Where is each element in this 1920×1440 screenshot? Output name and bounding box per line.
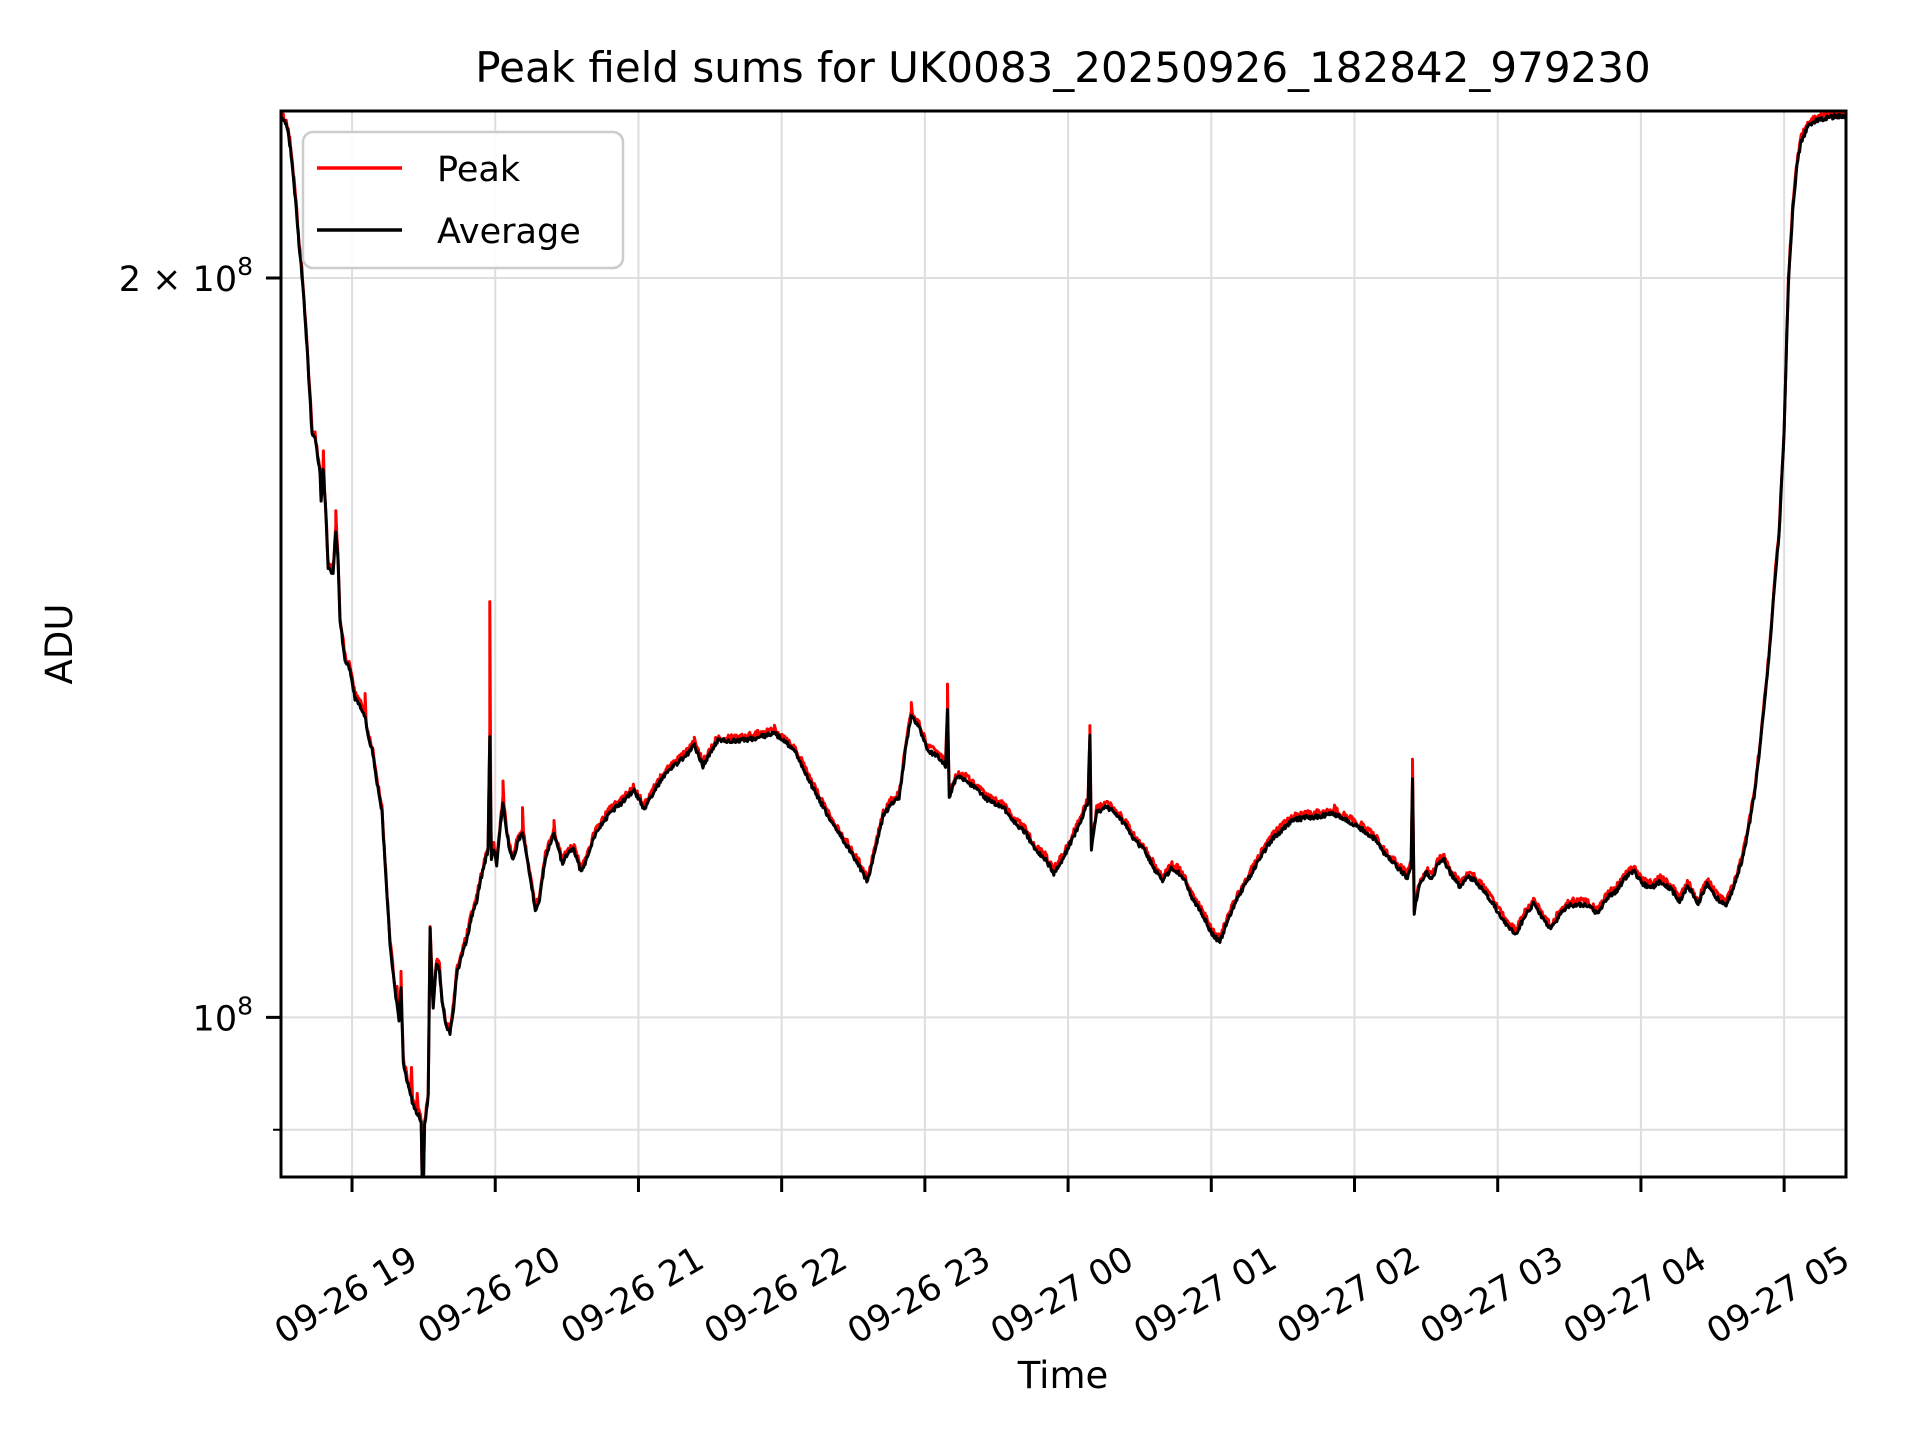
legend-average-label: Average bbox=[437, 212, 581, 252]
y-tick-label: 108 bbox=[193, 991, 253, 1039]
chart-title: Peak field sums for UK0083_20250926_1828… bbox=[475, 43, 1650, 92]
average-series-line bbox=[281, 112, 1846, 1177]
legend: Peak Average bbox=[301, 130, 625, 270]
legend-peak-label: Peak bbox=[437, 150, 521, 190]
x-axis-label: Time bbox=[1017, 1354, 1109, 1397]
legend-box bbox=[301, 130, 625, 270]
axis-ticks bbox=[266, 276, 1786, 1192]
plot-frame bbox=[279, 109, 1848, 1179]
grid-lines bbox=[281, 111, 1846, 1177]
y-axis-label: ADU bbox=[38, 604, 81, 685]
y-tick-labels: 2 × 108 108 bbox=[119, 252, 253, 1039]
y-tick-label: 2 × 108 bbox=[119, 252, 253, 300]
